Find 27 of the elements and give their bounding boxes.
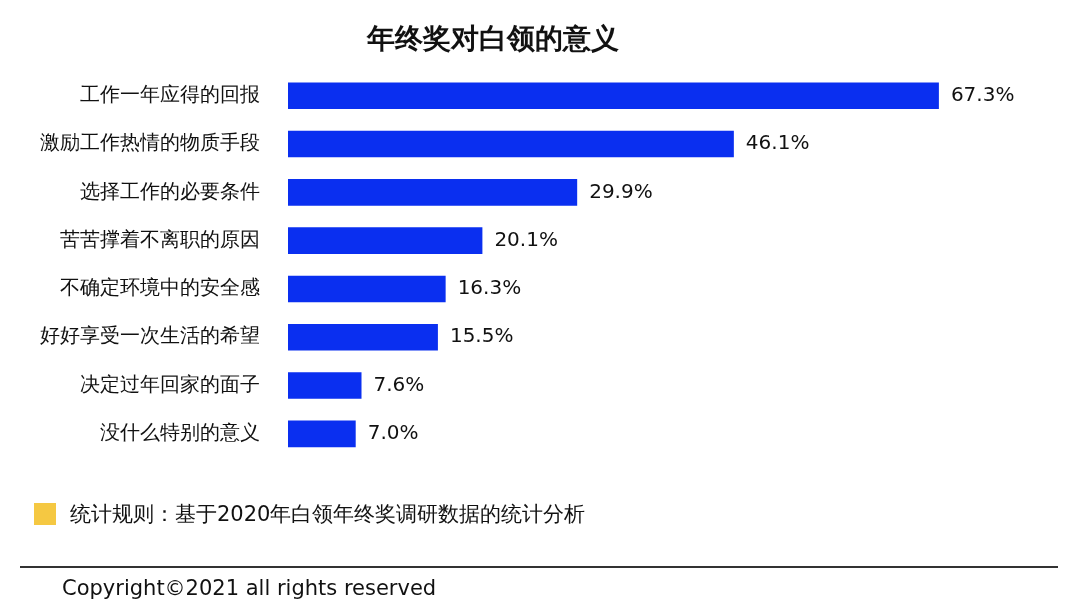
text: 统计规则：基于2020年白领年终奖调研数据的统计分析	[70, 501, 586, 528]
y-tick-label: 好好享受一次生活的希望	[40, 323, 260, 348]
text: Copyright©2021 all rights reserved	[62, 576, 437, 600]
data-label: 7.6%	[373, 371, 425, 396]
data-label: 46.1%	[745, 130, 810, 155]
bar	[288, 227, 483, 254]
data-label: 15.5%	[449, 323, 514, 348]
y-tick-label: 苦苦撑着不离职的原因	[60, 226, 260, 251]
bar	[288, 372, 362, 399]
bar	[288, 179, 578, 206]
bar	[288, 130, 734, 158]
data-label: 7.0%	[367, 420, 419, 445]
y-tick-label: 工作一年应得的回报	[80, 81, 260, 106]
y-tick-label: 激励工作热情的物质手段	[40, 130, 260, 155]
data-label: 67.3%	[950, 81, 1015, 106]
y-tick-label: 没什么特别的意义	[100, 420, 260, 445]
y-tick-label: 不确定环境中的安全感	[60, 275, 260, 300]
y-tick-label: 决定过年回家的面子	[80, 371, 260, 396]
y-tick-label: 选择工作的必要条件	[80, 178, 260, 203]
data-label: 20.1%	[494, 226, 558, 251]
bar	[288, 275, 446, 303]
bar	[288, 82, 939, 110]
chart-title: 年终奖对白领的意义	[365, 22, 619, 56]
data-label: 29.9%	[589, 178, 653, 203]
data-label: 16.3%	[457, 275, 522, 300]
bar	[288, 420, 356, 448]
bar	[288, 323, 438, 351]
